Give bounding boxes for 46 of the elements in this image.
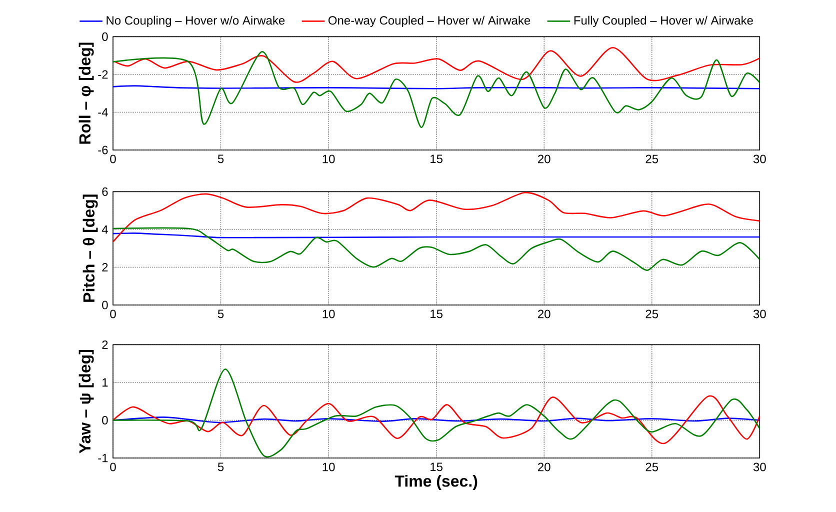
x-tick-label: 15 bbox=[430, 462, 442, 472]
y-tick-label: -4 bbox=[98, 108, 108, 116]
line-series bbox=[113, 51, 760, 128]
y-tick-label: 4 bbox=[102, 225, 108, 234]
y-tick-label: 0 bbox=[102, 416, 108, 424]
x-tick-label: 15 bbox=[430, 310, 442, 318]
x-tick-label: 30 bbox=[753, 154, 766, 164]
x-tick-label: 10 bbox=[322, 310, 335, 318]
x-tick-label: 0 bbox=[110, 310, 116, 318]
x-tick-label: 20 bbox=[538, 154, 550, 164]
y-tick-label: 6 bbox=[102, 187, 108, 196]
x-tick-label: 25 bbox=[646, 462, 658, 472]
y-tick-label: -1 bbox=[98, 454, 108, 462]
x-tick-label: 0 bbox=[110, 462, 116, 472]
x-tick-label: 30 bbox=[753, 462, 766, 472]
y-tick-label: -6 bbox=[98, 146, 108, 154]
x-tick-label: 30 bbox=[753, 310, 766, 318]
x-tick-label: 5 bbox=[218, 154, 224, 164]
line-series bbox=[113, 192, 760, 243]
x-tick-label: 25 bbox=[646, 310, 658, 318]
y-tick-label: 0 bbox=[102, 300, 108, 310]
line-series bbox=[113, 368, 760, 458]
line-series bbox=[113, 227, 760, 271]
line-series bbox=[114, 46, 760, 83]
y-axis-title: Yaw – ψ [deg] bbox=[78, 350, 94, 454]
legend-label: Fully Coupled – Hover w/ Airwake bbox=[574, 16, 753, 28]
y-axis-title: Roll – φ [deg] bbox=[78, 42, 94, 144]
y-tick-label: 2 bbox=[102, 263, 108, 272]
x-tick-label: 0 bbox=[110, 154, 116, 164]
y-tick-label: 2 bbox=[102, 340, 108, 349]
legend-label: One-way Coupled – Hover w/ Airwake bbox=[328, 16, 530, 28]
y-tick-label: -2 bbox=[98, 70, 108, 79]
x-axis-title: Time (sec.) bbox=[394, 475, 478, 490]
x-tick-label: 20 bbox=[538, 462, 550, 472]
line-series bbox=[113, 396, 760, 444]
y-tick-label: 0 bbox=[102, 32, 108, 41]
x-tick-label: 10 bbox=[322, 462, 335, 472]
x-tick-label: 5 bbox=[218, 462, 224, 472]
x-tick-label: 25 bbox=[646, 154, 658, 164]
x-tick-label: 10 bbox=[322, 154, 335, 164]
x-tick-label: 20 bbox=[538, 310, 550, 318]
x-tick-label: 5 bbox=[218, 310, 224, 318]
y-tick-label: 1 bbox=[102, 378, 108, 387]
y-axis-title: Pitch – θ [deg] bbox=[82, 194, 98, 302]
x-tick-label: 15 bbox=[430, 154, 442, 164]
legend-label: No Coupling – Hover w/o Airwake bbox=[106, 16, 285, 28]
